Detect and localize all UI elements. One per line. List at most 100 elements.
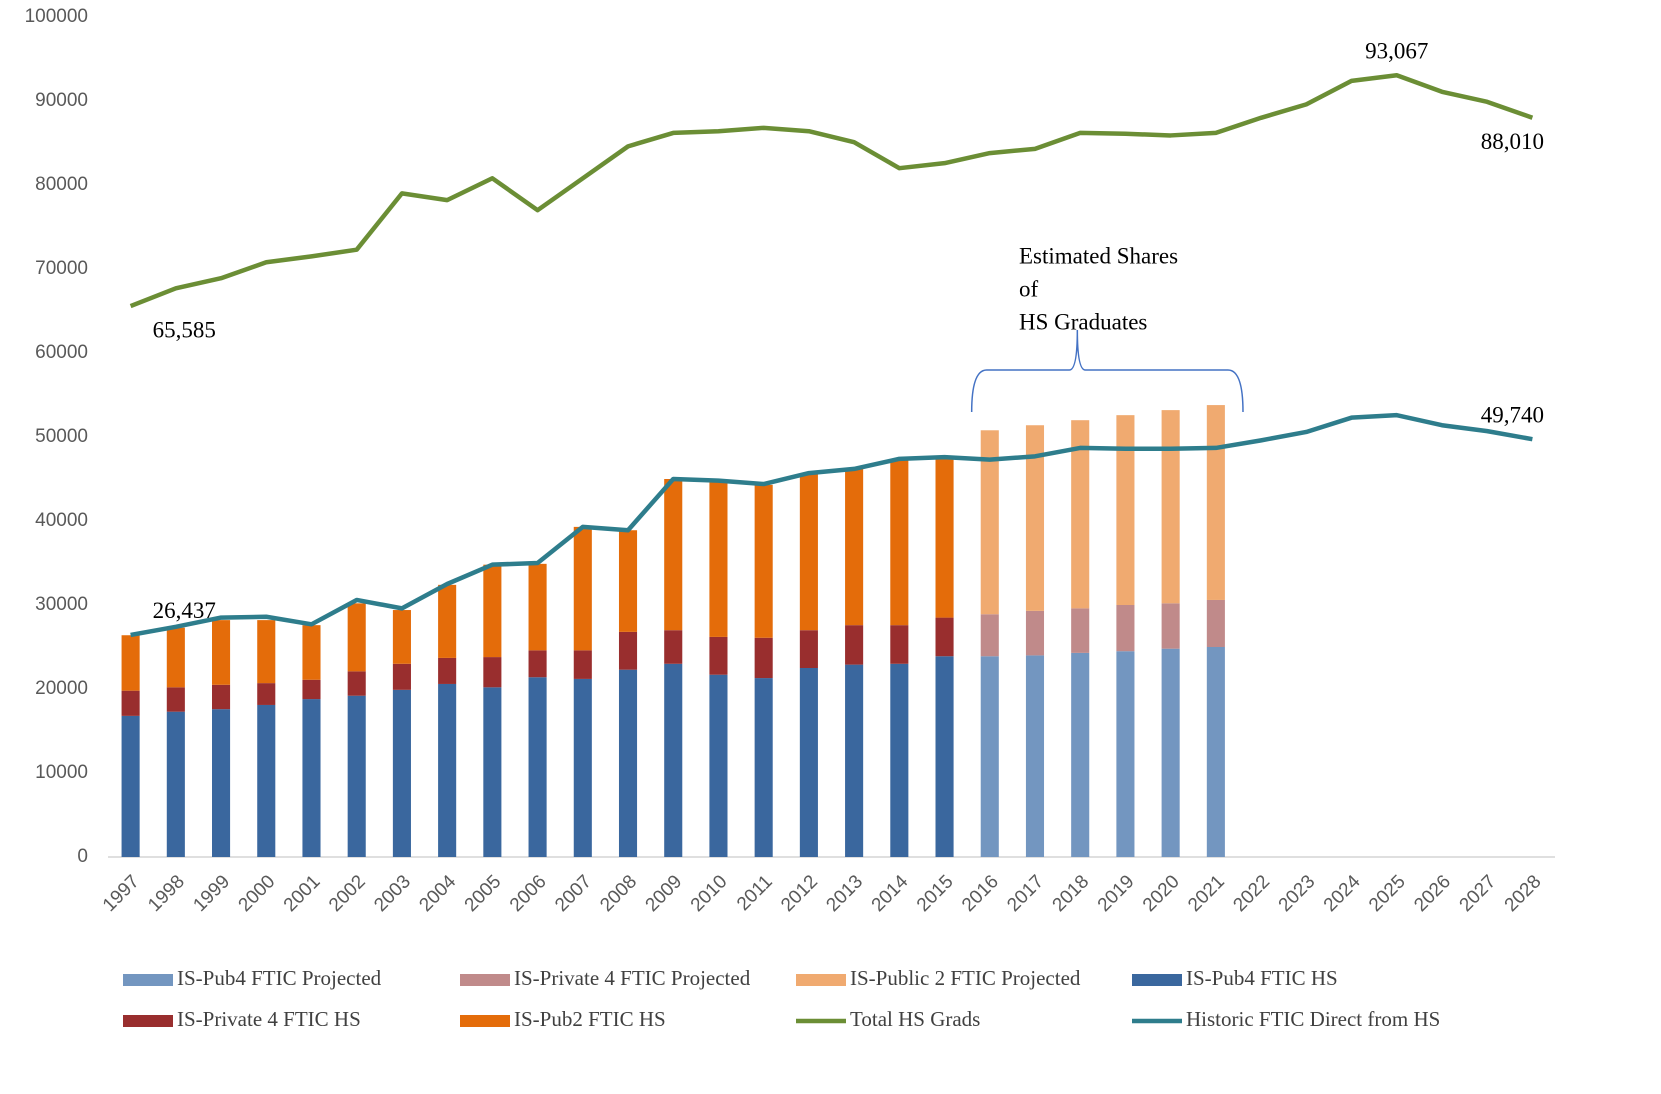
bar-segment [573, 678, 592, 857]
x-tick-label: 1997 [99, 871, 144, 916]
legend-swatch [460, 1015, 510, 1027]
x-tick-label: 2008 [596, 871, 641, 916]
x-tick-label: 2021 [1184, 871, 1229, 916]
bar-segment [438, 683, 457, 857]
bar-segment [1161, 603, 1180, 649]
x-tick-label: 2000 [235, 871, 280, 916]
x-tick-label: 2025 [1365, 871, 1410, 916]
legend-label: IS-Private 4 FTIC HS [177, 1007, 361, 1031]
data-label: 65,585 [153, 317, 216, 342]
legend-label: IS-Pub4 FTIC HS [1186, 966, 1338, 990]
legend-label: IS-Pub4 FTIC Projected [177, 966, 382, 990]
bar-segment [121, 690, 140, 716]
y-tick-label: 100000 [25, 6, 88, 27]
bar-segment [438, 657, 457, 684]
x-tick-label: 2006 [506, 871, 551, 916]
x-tick-label: 2016 [958, 871, 1003, 916]
x-tick-label: 1999 [189, 871, 234, 916]
x-tick-label: 2022 [1229, 871, 1274, 916]
x-tick-label: 2014 [868, 871, 913, 916]
bar-segment [166, 711, 185, 857]
y-tick-label: 20000 [35, 678, 88, 699]
bar-segment [754, 678, 773, 857]
bar-segment [347, 671, 366, 696]
bar-segment [709, 674, 728, 857]
y-tick-label: 30000 [35, 594, 88, 615]
bar-segment [1116, 605, 1135, 652]
y-tick-label: 10000 [35, 762, 88, 783]
annotation: Estimated Shares of HS Graduates [970, 243, 1244, 413]
bar-segment [212, 684, 231, 710]
y-tick-label: 70000 [35, 258, 88, 279]
bar-segment [483, 657, 502, 688]
bar-segment [573, 526, 592, 651]
x-tick-label: 2007 [551, 871, 596, 916]
x-tick-label: 2018 [1049, 871, 1094, 916]
data-label: 93,067 [1365, 39, 1428, 64]
legend-swatch [796, 974, 846, 986]
x-tick-label: 2024 [1320, 871, 1365, 916]
bar-segment [392, 610, 411, 664]
bar-segment [1116, 651, 1135, 857]
bar-segment [754, 637, 773, 679]
bar-segment [483, 687, 502, 857]
bar-segment [799, 630, 818, 668]
bar-segment [1116, 415, 1135, 605]
bar-segment [528, 650, 547, 678]
bar-segment [302, 679, 321, 700]
x-tick-label: 2020 [1139, 871, 1184, 916]
bar-segment [664, 479, 683, 631]
bar-segment [392, 663, 411, 690]
legend-swatch [460, 974, 510, 986]
bar-segment [212, 709, 231, 857]
x-tick-label: 2003 [370, 871, 415, 916]
bar-segment [528, 563, 547, 651]
legend-label: IS-Private 4 FTIC Projected [514, 966, 751, 990]
bar-segment [302, 625, 321, 680]
x-tick-label: 2011 [733, 871, 777, 915]
bar-segment [483, 564, 502, 658]
bar-segment [709, 482, 728, 637]
legend-label: IS-Pub2 FTIC HS [514, 1007, 666, 1031]
bar-segment [257, 620, 276, 684]
x-tick-label: 2009 [642, 871, 687, 916]
legend-swatch [123, 1015, 173, 1027]
bar-segment [438, 584, 457, 658]
bar-segment [709, 636, 728, 675]
x-tick-label: 2027 [1456, 871, 1501, 916]
bar-segment [890, 663, 909, 857]
bar-segment [980, 430, 999, 615]
legend-swatch [1132, 974, 1182, 986]
legend-label: IS-Public 2 FTIC Projected [850, 966, 1081, 990]
y-tick-label: 50000 [35, 426, 88, 447]
annotation-line: of [1019, 276, 1039, 301]
x-tick-label: 2010 [687, 871, 732, 916]
x-tick-label: 2023 [1275, 871, 1320, 916]
bar-segment [980, 614, 999, 657]
annotation-line: Estimated Shares [1019, 243, 1178, 268]
bar-segment [754, 484, 773, 638]
legend-swatch [123, 974, 173, 986]
y-tick-label: 0 [77, 846, 88, 867]
bar-segment [890, 458, 909, 626]
line-series [129, 72, 1534, 309]
bar-segment [1206, 647, 1225, 857]
bar-segment [935, 617, 954, 657]
bar-segment [257, 704, 276, 857]
x-tick-label: 1998 [144, 871, 189, 916]
x-tick-label: 2004 [415, 871, 460, 916]
bar-segment [121, 635, 140, 691]
x-tick-label: 2015 [913, 871, 958, 916]
bar-segment [664, 663, 683, 857]
bar-segment [1206, 405, 1225, 600]
y-tick-label: 60000 [35, 342, 88, 363]
bar-segment [618, 631, 638, 670]
line-series [130, 412, 1533, 638]
bar-segment [1161, 410, 1180, 604]
legend-label: Historic FTIC Direct from HS [1186, 1007, 1440, 1031]
legend-label: Total HS Grads [850, 1007, 980, 1031]
bar-segment [618, 669, 638, 857]
data-label: 88,010 [1481, 129, 1544, 154]
bar-segment [1025, 610, 1045, 656]
